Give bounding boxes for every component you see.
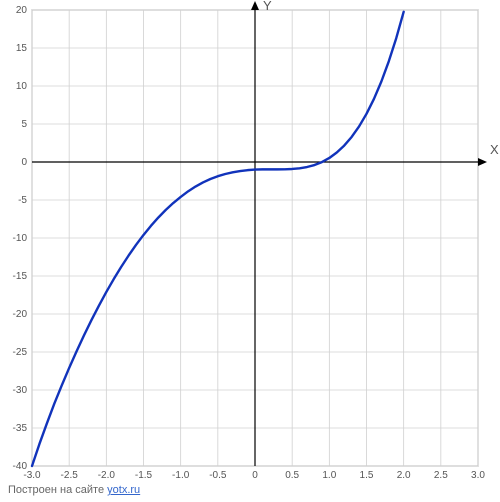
- svg-text:-25: -25: [13, 347, 28, 358]
- caption-prefix: Построен на сайте: [8, 484, 107, 496]
- svg-text:-40: -40: [13, 461, 28, 472]
- svg-text:20: 20: [16, 5, 28, 16]
- svg-text:X: X: [490, 142, 499, 157]
- svg-text:2.0: 2.0: [397, 470, 411, 481]
- svg-text:10: 10: [16, 81, 28, 92]
- chart-container: -3.0-2.5-2.0-1.5-1.0-0.500.51.01.52.02.5…: [0, 0, 500, 502]
- svg-text:-5: -5: [18, 195, 27, 206]
- svg-text:3.0: 3.0: [471, 470, 485, 481]
- svg-text:0: 0: [21, 157, 27, 168]
- svg-text:-1.0: -1.0: [172, 470, 190, 481]
- svg-text:Y: Y: [263, 0, 272, 13]
- svg-text:-0.5: -0.5: [209, 470, 227, 481]
- svg-text:-30: -30: [13, 385, 28, 396]
- svg-text:-20: -20: [13, 309, 28, 320]
- svg-text:-15: -15: [13, 271, 28, 282]
- svg-text:0: 0: [252, 470, 258, 481]
- svg-text:-2.5: -2.5: [61, 470, 79, 481]
- svg-text:1.5: 1.5: [360, 470, 374, 481]
- svg-text:-1.5: -1.5: [135, 470, 153, 481]
- svg-text:-10: -10: [13, 233, 28, 244]
- svg-text:5: 5: [21, 119, 27, 130]
- chart-caption: Построен на сайте yotx.ru: [8, 484, 140, 496]
- caption-link[interactable]: yotx.ru: [107, 484, 140, 496]
- svg-text:2.5: 2.5: [434, 470, 448, 481]
- svg-text:0.5: 0.5: [285, 470, 299, 481]
- chart-svg: -3.0-2.5-2.0-1.5-1.0-0.500.51.01.52.02.5…: [0, 0, 500, 481]
- svg-text:-35: -35: [13, 423, 28, 434]
- svg-text:1.0: 1.0: [322, 470, 336, 481]
- svg-text:15: 15: [16, 43, 28, 54]
- svg-text:-2.0: -2.0: [98, 470, 116, 481]
